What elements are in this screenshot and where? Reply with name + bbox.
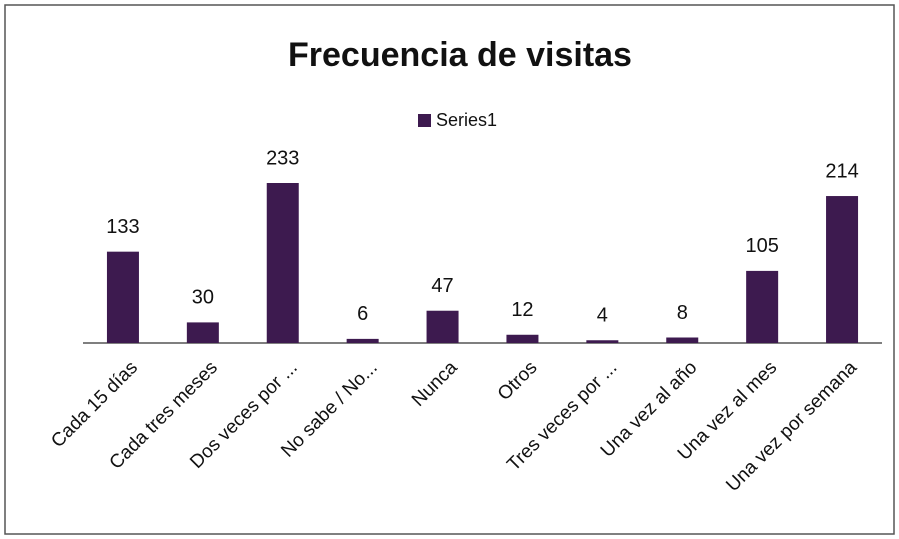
data-label: 214: [825, 160, 858, 182]
legend-label: Series1: [436, 110, 497, 130]
bar: [106, 251, 139, 343]
bar: [826, 196, 859, 343]
data-label: 4: [597, 305, 608, 327]
data-label: 8: [677, 302, 688, 324]
bar: [266, 183, 299, 343]
data-label: 133: [106, 216, 139, 238]
bar: [346, 338, 379, 343]
data-label: 233: [266, 147, 299, 169]
bar: [426, 310, 459, 343]
bar: [586, 340, 619, 343]
data-label: 12: [511, 299, 533, 321]
bar: [666, 337, 699, 343]
bar: [506, 334, 539, 343]
chart-title: Frecuencia de visitas: [288, 36, 632, 74]
bar: [186, 322, 219, 343]
data-label: 30: [192, 287, 214, 309]
bar: [746, 270, 779, 343]
data-label: 47: [431, 275, 453, 297]
data-label: 6: [357, 303, 368, 325]
legend-swatch: [418, 114, 431, 127]
data-label: 105: [745, 235, 778, 257]
chart-border: [4, 4, 895, 535]
